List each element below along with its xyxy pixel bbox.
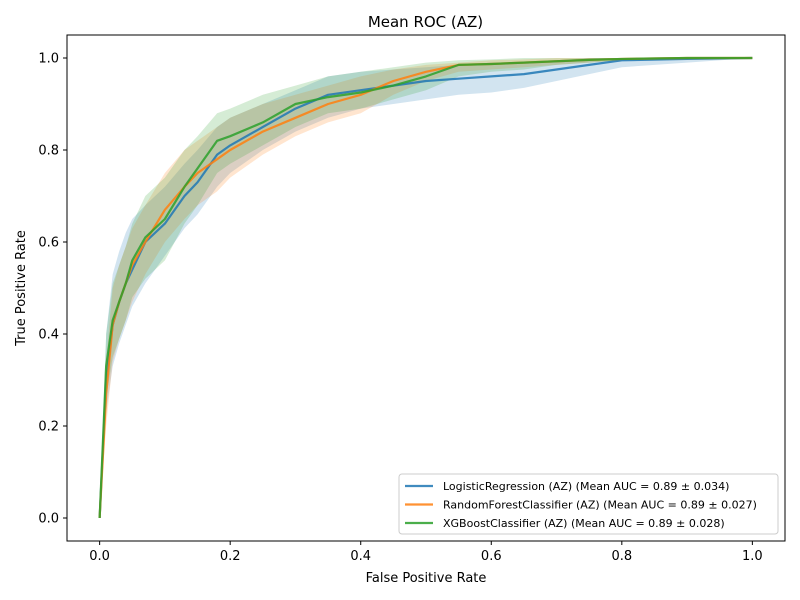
y-tick-label: 0.0 bbox=[38, 512, 59, 527]
y-axis-label: True Positive Rate bbox=[14, 230, 29, 347]
y-tick-label: 0.6 bbox=[38, 236, 59, 251]
x-axis-label: False Positive Rate bbox=[366, 571, 487, 586]
series-lines bbox=[98, 56, 753, 519]
confidence-band-1 bbox=[99, 58, 753, 518]
legend-label-2: XGBoostClassifier (AZ) (Mean AUC = 0.89 … bbox=[443, 517, 725, 530]
x-tick-label: 0.0 bbox=[89, 549, 110, 564]
confidence-band-2 bbox=[99, 58, 753, 518]
series-line-2 bbox=[98, 56, 753, 519]
y-tick-label: 0.8 bbox=[38, 144, 59, 159]
x-tick-label: 1.0 bbox=[742, 549, 763, 564]
y-axis: 0.0 0.2 0.4 0.6 0.8 1.0 bbox=[38, 52, 67, 527]
legend-label-0: LogisticRegression (AZ) (Mean AUC = 0.89… bbox=[443, 480, 729, 493]
y-tick-label: 0.4 bbox=[38, 328, 59, 343]
x-tick-label: 0.2 bbox=[220, 549, 241, 564]
y-tick-label: 0.2 bbox=[38, 420, 59, 435]
confidence-bands bbox=[99, 58, 753, 518]
legend: LogisticRegression (AZ) (Mean AUC = 0.89… bbox=[398, 473, 779, 535]
plot-frame bbox=[66, 34, 786, 542]
chart-title: Mean ROC (AZ) bbox=[368, 13, 483, 31]
y-tick-label: 1.0 bbox=[38, 52, 59, 67]
x-tick-label: 0.8 bbox=[611, 549, 632, 564]
confidence-band-0 bbox=[99, 58, 753, 518]
legend-box bbox=[398, 473, 779, 535]
series-line-0 bbox=[98, 56, 753, 519]
x-axis: 0.0 0.2 0.4 0.6 0.8 1.0 bbox=[89, 541, 763, 564]
series-line-1 bbox=[98, 56, 753, 519]
x-tick-label: 0.6 bbox=[481, 549, 502, 564]
legend-label-1: RandomForestClassifier (AZ) (Mean AUC = … bbox=[443, 499, 757, 512]
x-tick-label: 0.4 bbox=[350, 549, 371, 564]
